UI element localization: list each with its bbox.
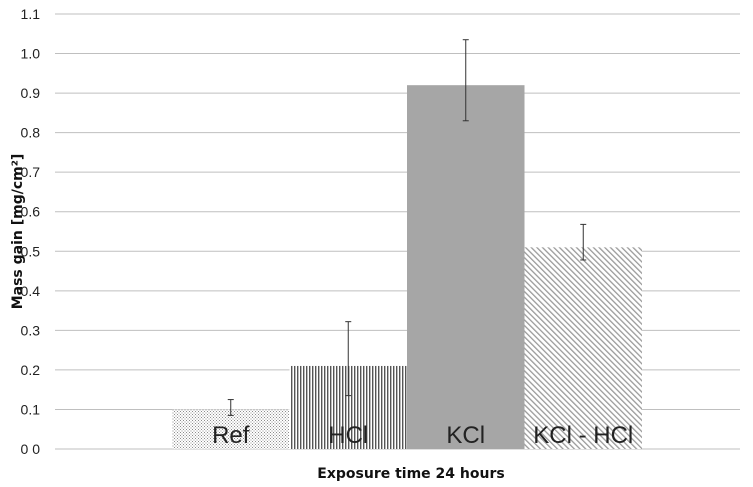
bar-labels: Ref HCl KCl KCl - HCl	[212, 422, 633, 449]
bar-kcl-hcl	[524, 247, 642, 449]
x-axis-title: Exposure time 24 hours	[317, 466, 504, 482]
error-bars	[227, 39, 587, 416]
y-tick-label: 0.5	[21, 243, 41, 259]
y-axis-ticks: 0 0 0.1 0.2 0.3 0.4 0.5 0.6 0.7 0.8 0.9 1.0 1.1	[21, 6, 41, 457]
x-category-label: KCl	[446, 422, 485, 449]
y-tick-label: 1.0	[21, 46, 41, 62]
y-tick-label: 0.2	[21, 362, 41, 378]
error-bar	[227, 399, 234, 416]
y-tick-label: 0 0	[21, 441, 41, 457]
bar-ref	[172, 409, 290, 449]
bar-kcl	[407, 85, 525, 449]
error-bar	[462, 39, 469, 122]
error-bar	[345, 321, 352, 397]
error-bar	[580, 223, 587, 261]
y-tick-label: 0.6	[21, 204, 41, 220]
y-tick-label: 0.9	[21, 85, 41, 101]
y-tick-label: 1.1	[21, 6, 41, 22]
y-tick-label: 0.7	[21, 164, 41, 180]
x-category-label: HCl	[328, 422, 368, 449]
y-axis-title: Mass gain [mg/cm²]	[10, 154, 26, 310]
y-tick-label: 0.4	[21, 283, 41, 299]
bars	[172, 85, 642, 449]
x-category-label: KCl - HCl	[533, 422, 633, 449]
y-tick-label: 0.8	[21, 125, 41, 141]
x-category-label: Ref	[212, 422, 250, 449]
y-tick-label: 0.3	[21, 322, 41, 338]
y-tick-label: 0.1	[21, 401, 41, 417]
gridlines	[55, 13, 740, 450]
